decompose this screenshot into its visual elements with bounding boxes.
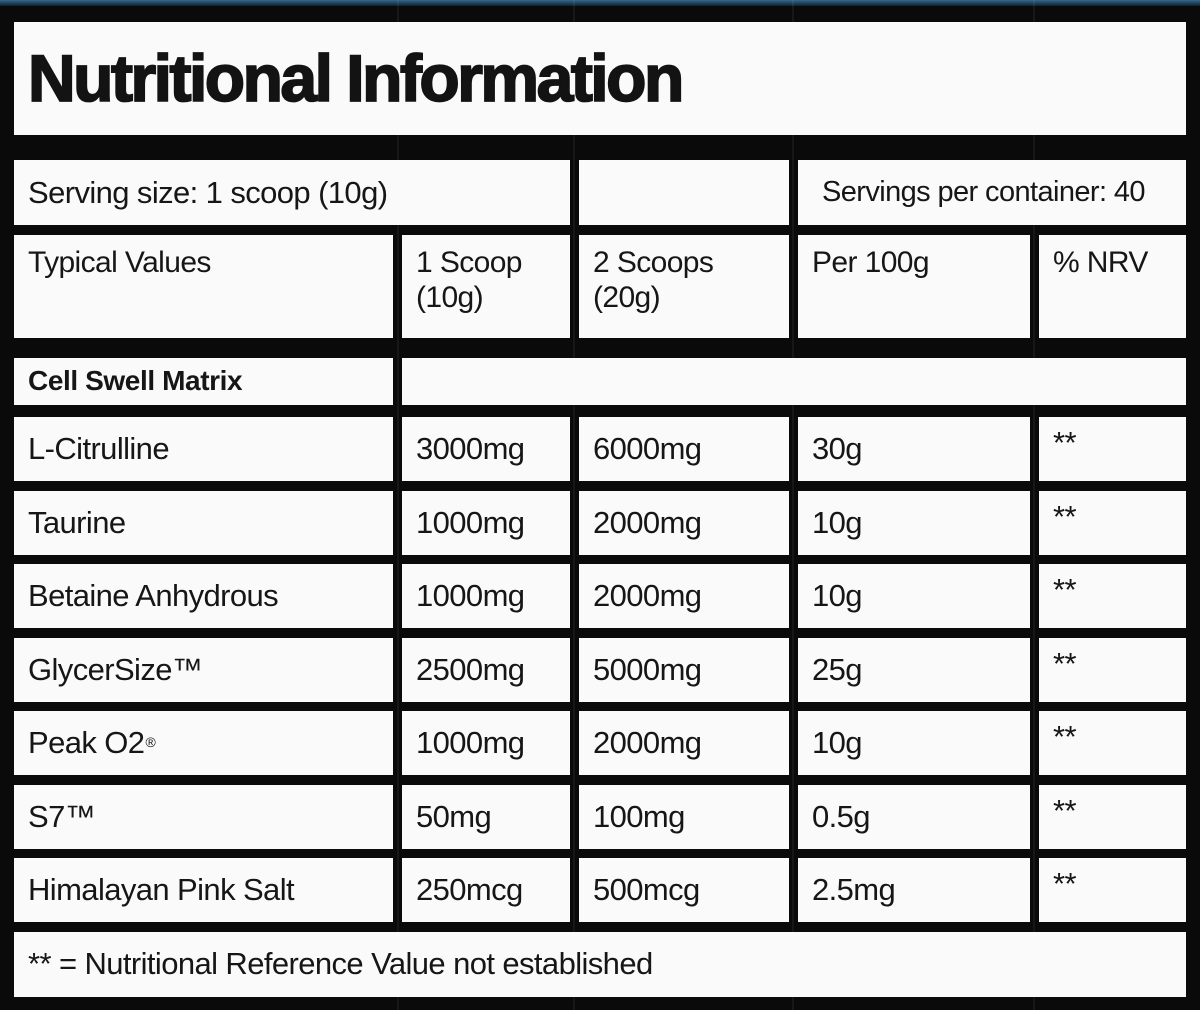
header-one-scoop: 1 Scoop (10g): [402, 235, 570, 338]
section-spacer-cell: [402, 358, 1186, 405]
table-row-peak-o2: Peak O2 ® 1000mg 2000mg 10g **: [14, 711, 1186, 775]
ingredient-name: S7™: [28, 798, 96, 834]
one-scoop-value-cell: 3000mg: [402, 417, 570, 481]
nutrition-label: Nutritional Information Serving size: 1 …: [14, 22, 1186, 997]
background-grid-line: [792, 0, 794, 1010]
per-100g-value-cell: 10g: [798, 564, 1030, 628]
ingredient-name: Taurine: [28, 504, 126, 540]
column-header-row: Typical Values 1 Scoop (10g) 2 Scoops (2…: [14, 235, 1186, 338]
registered-symbol: ®: [145, 734, 156, 751]
nrv-value-cell: **: [1039, 637, 1186, 702]
two-scoops-value-cell: 6000mg: [579, 417, 789, 481]
per-100g-value-cell: 30g: [798, 417, 1030, 481]
top-blue-stripe: [0, 0, 1200, 6]
background-grid-line: [573, 0, 575, 1010]
page-title: Nutritional Information: [14, 22, 1186, 135]
per-100g-value-cell: 10g: [798, 711, 1030, 775]
ingredient-name-cell: Peak O2 ®: [14, 711, 393, 775]
ingredient-name: Betaine Anhydrous: [28, 578, 279, 614]
one-scoop-value-cell: 1000mg: [402, 490, 570, 555]
nrv-value-cell: **: [1039, 858, 1186, 922]
ingredient-name: L-Citrulline: [28, 431, 170, 467]
header-per-100g: Per 100g: [798, 235, 1030, 338]
header-two-scoops: 2 Scoops (20g): [579, 235, 789, 338]
two-scoops-value-cell: 5000mg: [579, 637, 789, 702]
nrv-value-cell: **: [1039, 784, 1186, 849]
header-typical-values: Typical Values: [14, 235, 393, 338]
ingredient-name-cell: GlycerSize™: [14, 637, 393, 702]
two-scoops-value-cell: 2000mg: [579, 490, 789, 555]
section-header-row: Cell Swell Matrix: [14, 358, 1186, 405]
ingredient-name-cell: Betaine Anhydrous: [14, 564, 393, 628]
per-100g-value-cell: 2.5mg: [798, 858, 1030, 922]
per-100g-value-cell: 0.5g: [798, 784, 1030, 849]
one-scoop-value-cell: 50mg: [402, 784, 570, 849]
background-grid-line: [397, 0, 399, 1010]
per-100g-value-cell: 10g: [798, 490, 1030, 555]
ingredient-name: Himalayan Pink Salt: [28, 872, 295, 908]
table-row-s7: S7™ 50mg 100mg 0.5g **: [14, 784, 1186, 849]
footnote-text: ** = Nutritional Reference Value not est…: [14, 931, 1186, 997]
ingredient-name-cell: Taurine: [14, 490, 393, 555]
ingredient-name-cell: S7™: [14, 784, 393, 849]
serving-spacer-cell: [579, 160, 789, 225]
one-scoop-value-cell: 2500mg: [402, 637, 570, 702]
background-grid-line: [1033, 0, 1035, 1010]
nrv-value-cell: **: [1039, 564, 1186, 628]
per-100g-value-cell: 25g: [798, 637, 1030, 702]
ingredient-name: Peak O2: [28, 725, 145, 761]
nrv-value-cell: **: [1039, 490, 1186, 555]
two-scoops-value-cell: 2000mg: [579, 711, 789, 775]
title-row: Nutritional Information: [14, 22, 1186, 135]
table-row-betaine-anhydrous: Betaine Anhydrous 1000mg 2000mg 10g **: [14, 564, 1186, 628]
table-row-himalayan-pink-salt: Himalayan Pink Salt 250mcg 500mcg 2.5mg …: [14, 858, 1186, 922]
servings-per-container-label: Servings per container: 40: [798, 160, 1186, 225]
ingredient-name: GlycerSize™: [28, 651, 203, 687]
one-scoop-value-cell: 250mcg: [402, 858, 570, 922]
header-nrv: % NRV: [1039, 235, 1186, 338]
ingredient-name-cell: Himalayan Pink Salt: [14, 858, 393, 922]
serving-info-row: Serving size: 1 scoop (10g) Servings per…: [14, 160, 1186, 225]
table-row-l-citrulline: L-Citrulline 3000mg 6000mg 30g **: [14, 417, 1186, 481]
nrv-value-cell: **: [1039, 417, 1186, 481]
table-row-taurine: Taurine 1000mg 2000mg 10g **: [14, 490, 1186, 555]
section-title: Cell Swell Matrix: [14, 358, 393, 405]
two-scoops-value-cell: 2000mg: [579, 564, 789, 628]
footnote-row: ** = Nutritional Reference Value not est…: [14, 931, 1186, 997]
one-scoop-value-cell: 1000mg: [402, 564, 570, 628]
one-scoop-value-cell: 1000mg: [402, 711, 570, 775]
two-scoops-value-cell: 100mg: [579, 784, 789, 849]
ingredient-name-cell: L-Citrulline: [14, 417, 393, 481]
two-scoops-value-cell: 500mcg: [579, 858, 789, 922]
table-row-glycersize: GlycerSize™ 2500mg 5000mg 25g **: [14, 637, 1186, 702]
serving-size-label: Serving size: 1 scoop (10g): [14, 160, 570, 225]
nrv-value-cell: **: [1039, 711, 1186, 775]
